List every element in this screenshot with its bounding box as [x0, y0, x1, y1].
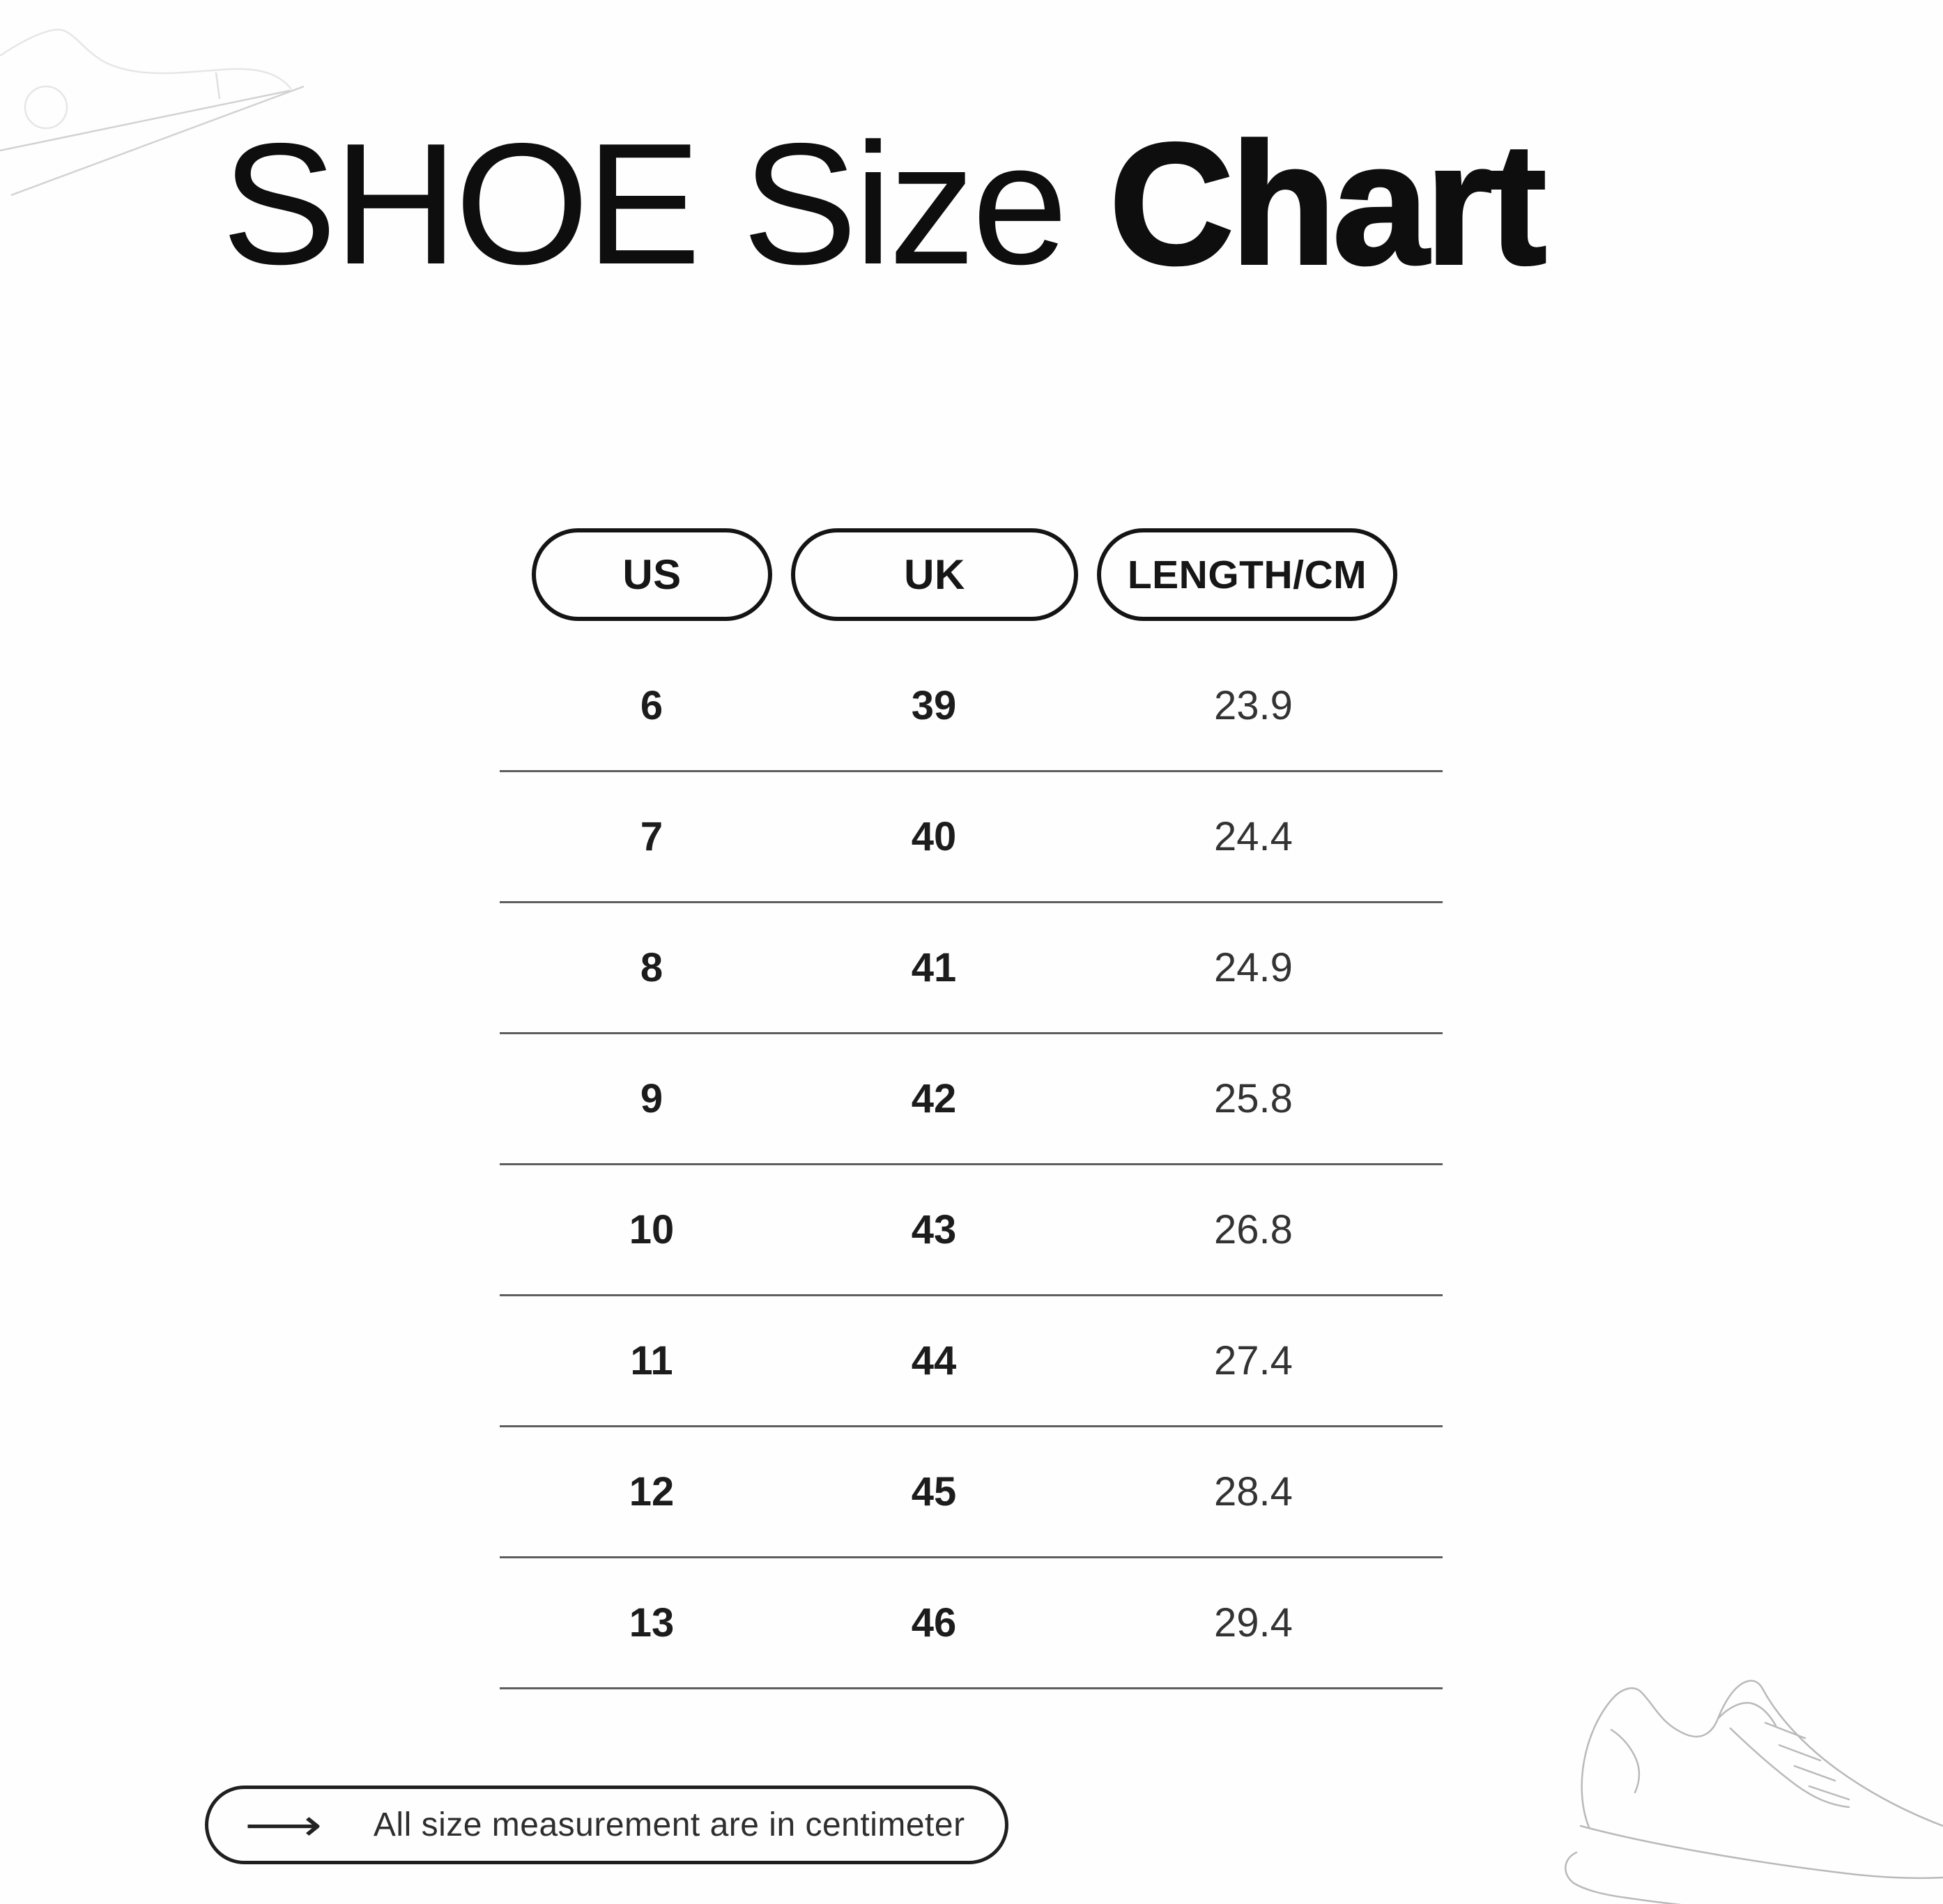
title-bold: Chart: [1107, 107, 1548, 300]
uk-size-cell: 42: [911, 1076, 957, 1121]
title-regular: SHOE Size: [222, 107, 1109, 300]
uk-size-cell: 44: [911, 1338, 957, 1383]
uk-size-cell: 40: [911, 814, 957, 859]
table-row: 6 39 23.9: [500, 641, 1443, 772]
us-size-cell: 6: [640, 683, 663, 728]
length-cm-cell: 27.4: [1214, 1338, 1293, 1383]
length-cm-cell: 25.8: [1214, 1076, 1293, 1121]
sneaker-sketch-top-left-icon: [0, 29, 305, 197]
us-size-cell: 8: [640, 945, 663, 990]
us-size-cell: 13: [629, 1600, 675, 1645]
length-cm-cell: 28.4: [1214, 1469, 1293, 1514]
column-label-us: US: [622, 551, 682, 598]
column-pill-uk: UK: [791, 528, 1078, 621]
uk-size-cell: 39: [911, 683, 957, 728]
length-cm-cell: 24.4: [1214, 814, 1293, 859]
us-size-cell: 12: [629, 1469, 675, 1514]
sneaker-sketch-bottom-right-icon: [1565, 1680, 1943, 1904]
us-size-cell: 11: [630, 1338, 673, 1383]
table-row: 8 41 24.9: [500, 903, 1443, 1034]
table-row: 12 45 28.4: [500, 1427, 1443, 1558]
uk-size-cell: 46: [911, 1600, 957, 1645]
page-title: SHOE Size Chart: [222, 116, 1548, 291]
uk-size-cell: 41: [911, 945, 957, 990]
uk-size-cell: 43: [911, 1207, 957, 1252]
measurement-note-text: All size measurement are in centimeter: [373, 1806, 965, 1843]
column-label-length-cm: LENGTH/CM: [1127, 552, 1367, 597]
measurement-note-pill: ⟶ All size measurement are in centimeter: [205, 1786, 1008, 1864]
table-row: 7 40 24.4: [500, 772, 1443, 903]
column-pill-us: US: [532, 528, 772, 621]
column-label-uk: UK: [904, 551, 965, 598]
uk-size-cell: 45: [911, 1469, 957, 1514]
length-cm-cell: 23.9: [1214, 683, 1293, 728]
table-row: 13 46 29.4: [500, 1558, 1443, 1689]
us-size-cell: 9: [640, 1076, 663, 1121]
length-cm-cell: 29.4: [1214, 1600, 1293, 1645]
table-row: 10 43 26.8: [500, 1165, 1443, 1296]
table-row: 9 42 25.8: [500, 1034, 1443, 1165]
size-table: 6 39 23.9 7 40 24.4 8 41 24.9 9 42 25.8 …: [500, 641, 1443, 1689]
us-size-cell: 10: [629, 1207, 675, 1252]
us-size-cell: 7: [640, 814, 663, 859]
column-pill-length-cm: LENGTH/CM: [1097, 528, 1397, 621]
table-row: 11 44 27.4: [500, 1296, 1443, 1427]
length-cm-cell: 24.9: [1214, 945, 1293, 990]
length-cm-cell: 26.8: [1214, 1207, 1293, 1252]
right-arrow-icon: ⟶: [245, 1799, 323, 1850]
